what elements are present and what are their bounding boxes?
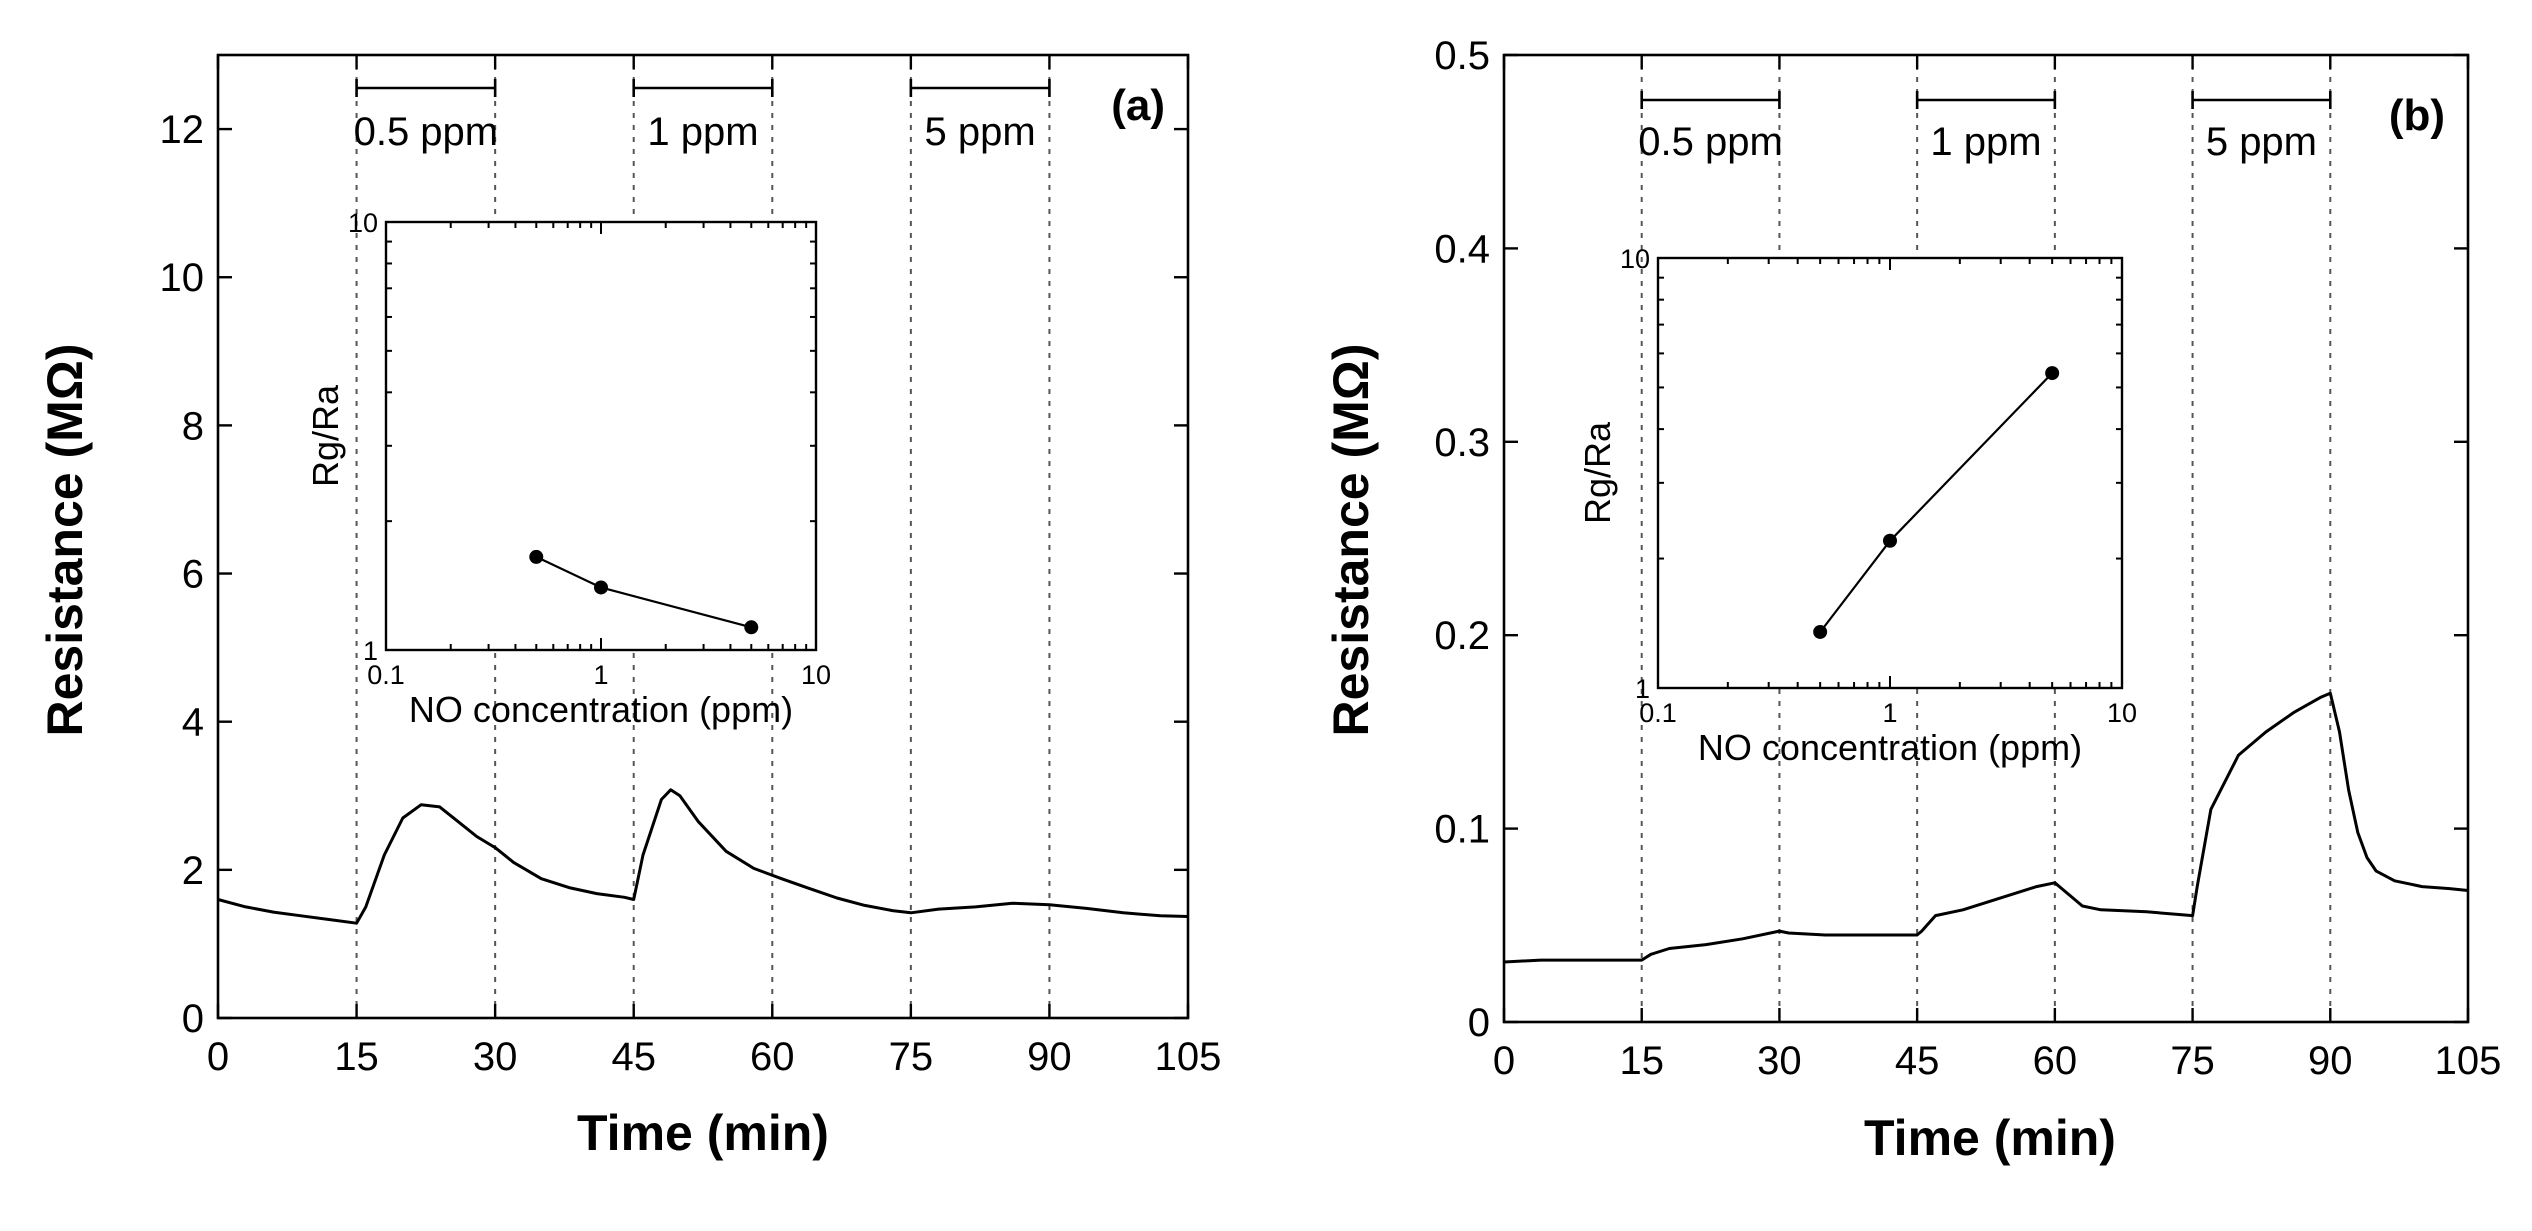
y-tick-label: 4 bbox=[182, 701, 204, 745]
x-tick-label: 45 bbox=[1895, 1039, 1940, 1083]
inset-data-point bbox=[1813, 624, 1828, 639]
y-tick-label: 2 bbox=[182, 849, 204, 893]
exposure-label: 1 ppm bbox=[1930, 120, 2041, 164]
inset-y-axis-title: Rg/Ra bbox=[305, 384, 346, 487]
exposure-label: 0.5 ppm bbox=[1638, 120, 1783, 164]
x-tick-label: 60 bbox=[750, 1035, 795, 1079]
exposure-label: 5 ppm bbox=[2206, 120, 2317, 164]
x-tick-label: 75 bbox=[889, 1035, 934, 1079]
y-tick-label: 12 bbox=[160, 108, 205, 152]
y-tick-label: 8 bbox=[182, 404, 204, 448]
chart-panel-b: 0.5 ppm 1 ppm 5 ppm 0 15 30 45 60 75 90 105 0 0.1 0.2… bbox=[1323, 34, 2501, 1166]
inset-data-point bbox=[744, 620, 759, 635]
x-tick-label: 105 bbox=[1155, 1035, 1222, 1079]
exposure-label: 5 ppm bbox=[925, 110, 1036, 154]
inset-frame bbox=[384, 220, 818, 652]
x-tick-label: 30 bbox=[473, 1035, 518, 1079]
y-tick-label: 0.4 bbox=[1434, 227, 1490, 271]
exposure-bracket bbox=[2191, 91, 2332, 109]
exposure-bracket bbox=[355, 79, 497, 97]
x-tick-label: 45 bbox=[611, 1035, 656, 1079]
x-axis-title: Time (min) bbox=[1864, 1110, 2116, 1166]
inset-x-tick-label: 0.1 bbox=[367, 660, 405, 690]
y-tick-label: 0 bbox=[1468, 1001, 1490, 1045]
inset-x-axis-title: NO concentration (ppm) bbox=[409, 689, 793, 730]
y-tick-label: 6 bbox=[182, 553, 204, 597]
exposure-bracket bbox=[909, 79, 1051, 97]
inset-y-tick-label: 1 bbox=[363, 636, 378, 666]
inset-x-tick-label: 1 bbox=[1882, 698, 1897, 728]
inset-data-point bbox=[529, 549, 544, 564]
y-tick-label: 0.5 bbox=[1434, 34, 1490, 78]
plot-frame bbox=[1502, 53, 2470, 1024]
inset-data-point bbox=[1883, 533, 1897, 548]
x-axis-title: Time (min) bbox=[577, 1105, 829, 1161]
x-tick-label: 15 bbox=[334, 1035, 379, 1079]
y-tick-label: 0 bbox=[182, 997, 204, 1041]
plot-frame bbox=[216, 53, 1190, 1020]
series-line-resistance bbox=[1503, 691, 2469, 964]
x-tick-label: 75 bbox=[2170, 1039, 2215, 1083]
x-tick-label: 15 bbox=[1619, 1039, 1664, 1083]
inset-y-tick-label: 1 bbox=[1635, 674, 1650, 704]
exposure-bracket bbox=[1915, 91, 2057, 109]
y-axis-title: Resistance (MΩ) bbox=[1323, 344, 1379, 737]
y-tick-label: 10 bbox=[160, 256, 205, 300]
y-axis-title: Resistance (MΩ) bbox=[37, 344, 93, 737]
inset-x-tick-label: 10 bbox=[2107, 698, 2137, 728]
inset-x-tick-label: 1 bbox=[593, 660, 608, 690]
x-tick-label: 90 bbox=[2308, 1039, 2353, 1083]
inset-frame bbox=[1656, 256, 2124, 690]
inset-y-tick-label: 10 bbox=[1620, 244, 1650, 274]
x-tick-label: 90 bbox=[1027, 1035, 1072, 1079]
panel-label: (a) bbox=[1111, 81, 1165, 130]
inset-y-tick-label: 10 bbox=[348, 208, 378, 238]
x-tick-label: 105 bbox=[2435, 1039, 2502, 1083]
exposure-label: 1 ppm bbox=[647, 110, 758, 154]
exposure-bracket bbox=[1640, 91, 1781, 109]
x-tick-label: 0 bbox=[1493, 1039, 1515, 1083]
x-tick-label: 0 bbox=[207, 1035, 229, 1079]
exposure-bracket bbox=[632, 79, 774, 97]
exposure-label: 0.5 ppm bbox=[354, 110, 499, 154]
inset-data-point bbox=[594, 580, 608, 595]
x-tick-label: 30 bbox=[1757, 1039, 1802, 1083]
inset-x-axis-title: NO concentration (ppm) bbox=[1698, 727, 2082, 768]
inset-y-axis-title: Rg/Ra bbox=[1577, 421, 1618, 524]
x-tick-label: 60 bbox=[2033, 1039, 2078, 1083]
y-tick-label: 0.1 bbox=[1434, 808, 1490, 852]
inset-x-tick-label: 10 bbox=[801, 660, 831, 690]
y-tick-label: 0.3 bbox=[1434, 421, 1490, 465]
y-tick-label: 0.2 bbox=[1434, 614, 1490, 658]
inset-x-tick-label: 0.1 bbox=[1639, 698, 1677, 728]
series-line-resistance bbox=[217, 788, 1189, 925]
inset-data-point bbox=[2045, 366, 2060, 381]
panel-label: (b) bbox=[2389, 91, 2445, 140]
